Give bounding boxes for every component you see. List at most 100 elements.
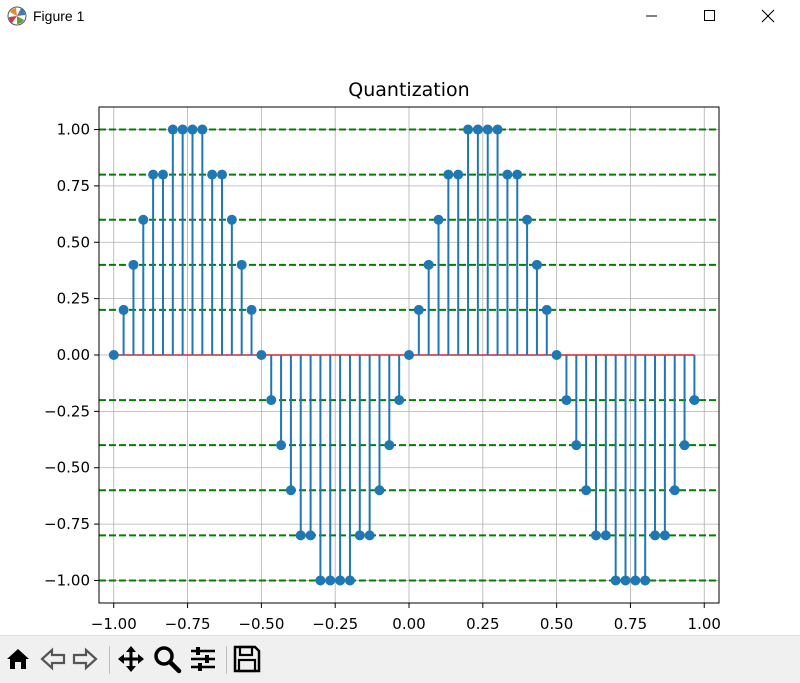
stem-marker bbox=[285, 485, 296, 496]
save-icon bbox=[233, 645, 261, 673]
stem-marker bbox=[492, 124, 503, 135]
stem-marker bbox=[246, 304, 257, 315]
minimize-button[interactable] bbox=[629, 0, 675, 32]
toolbar-separator bbox=[226, 646, 227, 674]
stem-marker bbox=[551, 350, 562, 360]
y-tick-label: 1.00 bbox=[57, 121, 90, 139]
stem-marker bbox=[581, 485, 592, 496]
navigation-toolbar bbox=[0, 635, 800, 683]
stem-marker bbox=[108, 350, 119, 360]
stem-marker bbox=[394, 395, 405, 406]
stem-marker bbox=[640, 575, 651, 586]
stem-marker bbox=[128, 259, 139, 270]
back-button[interactable] bbox=[38, 644, 68, 674]
pan-icon bbox=[118, 646, 144, 672]
y-tick-label: 0.00 bbox=[57, 346, 90, 364]
stem-marker bbox=[453, 169, 464, 180]
stem-markers bbox=[108, 124, 700, 586]
stem-marker bbox=[207, 169, 218, 180]
x-tick-label: −0.75 bbox=[165, 615, 211, 633]
home-button[interactable] bbox=[3, 644, 33, 674]
stem-marker bbox=[256, 350, 267, 360]
stem-marker bbox=[443, 169, 454, 180]
x-tick-label: 1.00 bbox=[688, 615, 721, 633]
stem-marker bbox=[364, 530, 375, 541]
stem-marker bbox=[167, 124, 178, 135]
x-axis-ticks: −1.00 −0.75 −0.50 −0.25 0.00 0.25 0.50 0.75 1.00 bbox=[91, 603, 721, 633]
configure-button[interactable] bbox=[188, 644, 218, 674]
stem-marker bbox=[689, 395, 700, 406]
stem-marker bbox=[502, 169, 513, 180]
chart-title: Quantization bbox=[348, 79, 469, 101]
stem-marker bbox=[315, 575, 326, 586]
x-tick-label: 0.75 bbox=[614, 615, 647, 633]
maximize-icon bbox=[704, 10, 715, 21]
stem-marker bbox=[177, 124, 188, 135]
stem-marker bbox=[335, 575, 346, 586]
stem-marker bbox=[295, 530, 306, 541]
window-title: Figure 1 bbox=[33, 8, 85, 24]
window-titlebar: Figure 1 bbox=[0, 0, 800, 34]
matplotlib-app-icon bbox=[7, 6, 27, 26]
y-tick-label: −0.50 bbox=[44, 459, 90, 477]
stem-marker bbox=[157, 169, 168, 180]
figure-canvas[interactable]: Quantization −1.00 −0.75 −0.50 −0.25 0.00 0.2… bbox=[0, 34, 800, 634]
stem-marker bbox=[600, 530, 611, 541]
x-tick-label: 0.00 bbox=[392, 615, 425, 633]
zoom-icon bbox=[154, 646, 182, 674]
stem-marker bbox=[118, 304, 129, 315]
stem-marker bbox=[148, 169, 159, 180]
stem-marker bbox=[531, 259, 542, 270]
stem-marker bbox=[305, 530, 316, 541]
stem-marker bbox=[384, 440, 395, 451]
y-tick-label: 0.50 bbox=[57, 233, 90, 251]
stem-marker bbox=[463, 124, 474, 135]
stem-marker bbox=[138, 214, 149, 225]
stem-marker bbox=[344, 575, 355, 586]
stem-marker bbox=[236, 259, 247, 270]
y-axis-ticks: 1.00 0.75 0.50 0.25 0.00 −0.25 −0.50 −0.75 −1.00 bbox=[44, 121, 99, 589]
stem-marker bbox=[650, 530, 661, 541]
close-icon bbox=[761, 9, 775, 23]
y-tick-label: −0.25 bbox=[44, 402, 90, 420]
toolbar-separator bbox=[109, 646, 110, 674]
stem-marker bbox=[404, 350, 414, 360]
back-icon bbox=[40, 647, 66, 671]
stem-marker bbox=[413, 304, 424, 315]
stem-marker bbox=[325, 575, 336, 586]
forward-icon bbox=[72, 647, 98, 671]
x-tick-label: −1.00 bbox=[91, 615, 137, 633]
save-button[interactable] bbox=[232, 644, 262, 674]
x-tick-label: −0.25 bbox=[312, 615, 358, 633]
y-tick-label: 0.25 bbox=[57, 290, 90, 308]
stem-marker bbox=[679, 440, 690, 451]
maximize-button[interactable] bbox=[687, 0, 733, 32]
stem-marker bbox=[266, 395, 277, 406]
stem-marker bbox=[374, 485, 385, 496]
stem-lines bbox=[122, 129, 696, 581]
stem-marker bbox=[482, 124, 493, 135]
forward-button[interactable] bbox=[70, 644, 100, 674]
close-button[interactable] bbox=[745, 0, 791, 32]
stem-marker bbox=[433, 214, 444, 225]
x-tick-label: 0.50 bbox=[540, 615, 573, 633]
minimize-icon bbox=[646, 15, 657, 17]
stem-marker bbox=[472, 124, 483, 135]
y-tick-label: −1.00 bbox=[44, 571, 90, 589]
configure-icon bbox=[191, 647, 215, 671]
stem-marker bbox=[659, 530, 670, 541]
stem-marker bbox=[541, 304, 552, 315]
pan-button[interactable] bbox=[116, 644, 146, 674]
stem-marker bbox=[669, 485, 680, 496]
home-icon bbox=[7, 649, 29, 669]
stem-marker bbox=[354, 530, 365, 541]
quantization-chart: Quantization −1.00 −0.75 −0.50 −0.25 0.00 0.2… bbox=[44, 79, 721, 633]
stem-marker bbox=[217, 169, 228, 180]
x-tick-label: 0.25 bbox=[466, 615, 499, 633]
stem-marker bbox=[561, 395, 572, 406]
stem-marker bbox=[610, 575, 621, 586]
stem-marker bbox=[522, 214, 533, 225]
zoom-button[interactable] bbox=[152, 644, 182, 674]
y-tick-label: −0.75 bbox=[44, 515, 90, 533]
stem-marker bbox=[590, 530, 601, 541]
